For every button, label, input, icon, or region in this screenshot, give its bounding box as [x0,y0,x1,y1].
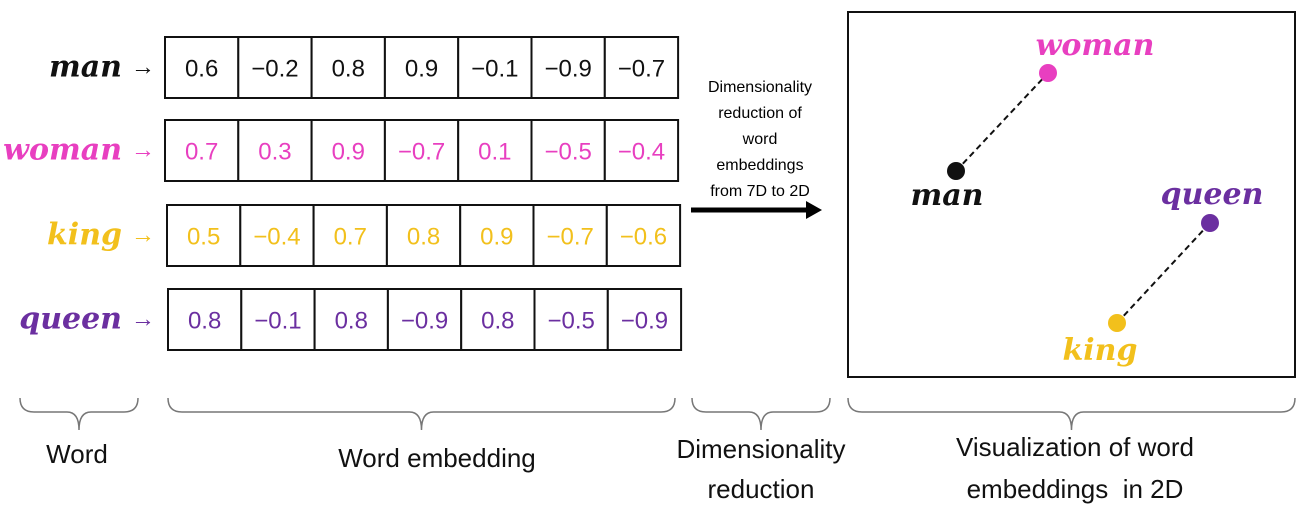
caption-word: Word [46,439,108,469]
embedding-cell [532,204,608,267]
caption-word-embedding: Word embedding [338,443,536,473]
embedding-cell [237,36,313,99]
embedding-row-king: king → 0.5 −0.4 0.7 0.8 0.9 −0.7 −0.6 [47,204,682,267]
reduction-text-line: word [742,131,778,148]
caption-dimensionality-reduction: Dimensionality [676,434,845,464]
embedding-cell [459,204,535,267]
embedding-cell [530,119,606,182]
embedding-value: 0.3 [258,139,291,166]
reduction-text-line: reduction of [718,105,802,122]
embedding-value: 0.6 [185,56,218,83]
embedding-cell [239,204,315,267]
caption-visualization: embeddings in 2D [967,474,1184,504]
embedding-rows: man → 0.6 −0.2 0.8 0.9 −0.1 −0.9 −0.7 woman → 0.7 0.… [3,36,683,351]
point-label: man [911,178,984,213]
caption-dimensionality-reduction: reduction [708,474,815,504]
embedding-cell [167,288,243,351]
arrow-icon: → [131,222,155,249]
reduction-text-line: from 7D to 2D [710,183,810,200]
embedding-value: 0.8 [335,308,368,335]
embedding-cell [237,119,313,182]
embedding-value: −0.7 [546,224,593,251]
embedding-value: −0.9 [401,308,448,335]
word-label: queen [19,302,122,337]
point-man [947,162,965,180]
brace-word [19,397,139,431]
embedding-cell [164,119,240,182]
reduction-text-line: embeddings [716,157,803,174]
arrow-icon: → [131,54,155,81]
arrow-icon: → [131,306,155,333]
point-queen [1201,214,1219,232]
braces [19,397,1296,431]
embedding-value: 0.9 [405,56,438,83]
embedding-row-man: man → 0.6 −0.2 0.8 0.9 −0.1 −0.9 −0.7 [49,36,680,99]
embedding-cell [457,119,533,182]
reduction-step: Dimensionality reduction of word embeddi… [691,79,822,219]
embedding-value: 0.8 [481,308,514,335]
embedding-cell [457,36,533,99]
embedding-value: −0.1 [471,56,518,83]
caption-visualization: Visualization of word [956,432,1194,462]
embedding-value: −0.9 [544,56,591,83]
embedding-cell [310,119,386,182]
embedding-cell [312,204,388,267]
embedding-row-queen: queen → 0.8 −0.1 0.8 −0.9 0.8 −0.5 −0.9 [19,288,683,351]
link-man-woman [955,72,1049,172]
plot-2d: woman man queen king [911,28,1264,368]
plot-frame [847,11,1296,378]
embedding-row-woman: woman → 0.7 0.3 0.9 −0.7 0.1 −0.5 −0.4 [3,119,680,182]
arrow-icon: → [131,137,155,164]
word-label: king [47,218,122,253]
word-label: man [49,50,122,85]
point-king [1108,314,1126,332]
embedding-value: 0.8 [188,308,221,335]
embedding-value: 0.7 [185,139,218,166]
embedding-value: −0.2 [251,56,298,83]
embedding-cell [164,36,240,99]
embedding-value: 0.8 [332,56,365,83]
point-label: queen [1161,177,1264,212]
brace-embedding [167,397,676,431]
embedding-value: −0.1 [254,308,301,335]
point-label: woman [1036,28,1155,63]
embedding-value: −0.7 [618,56,665,83]
embedding-cell [606,288,683,351]
embedding-value: 0.9 [332,139,365,166]
embedding-value: −0.7 [398,139,445,166]
embedding-cell [240,288,316,351]
point-label: king [1063,333,1138,368]
right-arrow-icon [691,201,822,219]
link-king-queen [1116,222,1211,324]
embedding-cell [386,288,463,351]
embedding-cell [605,204,682,267]
word-label: woman [3,133,122,168]
captions: Word Word embedding Dimensionality reduc… [46,432,1194,504]
embedding-cell [603,119,680,182]
reduction-text-line: Dimensionality [708,79,812,96]
embedding-value: 0.9 [480,224,513,251]
embedding-cell [310,36,386,99]
embedding-cell [533,288,609,351]
embedding-value: −0.5 [544,139,591,166]
embedding-cell [530,36,606,99]
embedding-value: 0.1 [478,139,511,166]
point-woman [1039,64,1057,82]
brace-reduction [691,397,831,431]
embedding-cell [603,36,680,99]
embedding-value: −0.4 [253,224,300,251]
embedding-value: −0.6 [620,224,667,251]
embedding-value: −0.5 [547,308,594,335]
embedding-value: 0.7 [334,224,367,251]
embedding-value: −0.4 [618,139,665,166]
embedding-value: 0.5 [187,224,220,251]
brace-visualization [847,397,1296,431]
embedding-value: 0.8 [407,224,440,251]
embedding-value: −0.9 [621,308,668,335]
